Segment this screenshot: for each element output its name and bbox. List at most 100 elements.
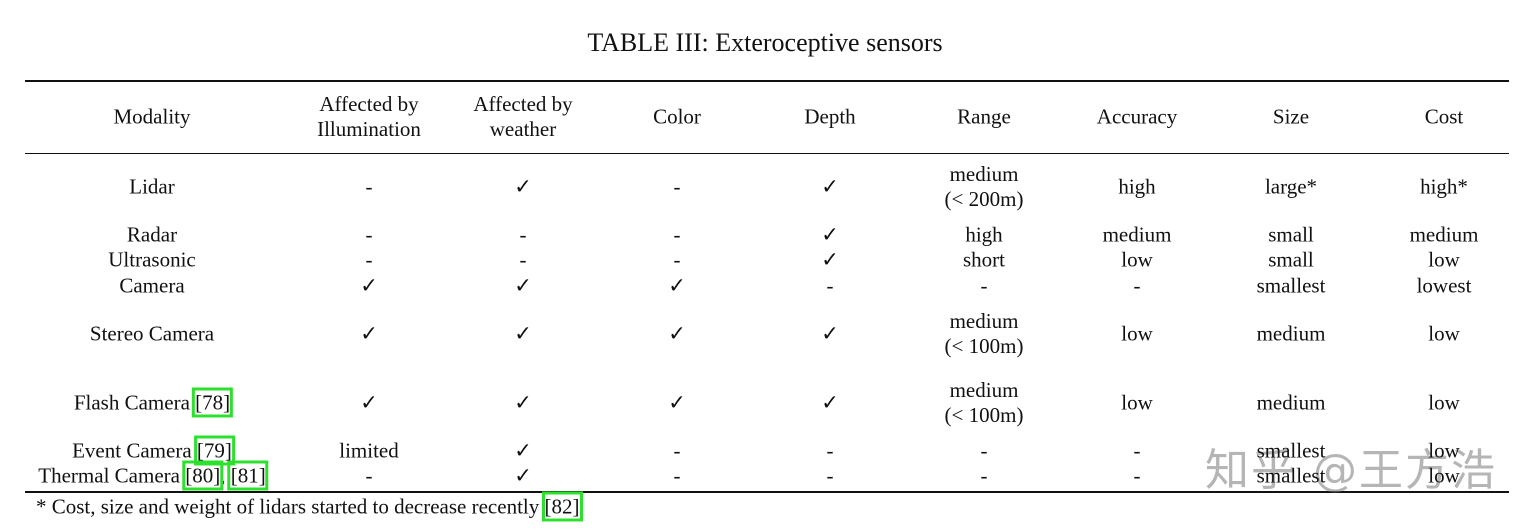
text-segment: Lidar (129, 174, 175, 199)
text-segment: Event Camera (72, 438, 197, 463)
modality-cell: Lidar (129, 175, 174, 200)
cell-line: Affected by (319, 92, 419, 116)
table-cell: - (365, 222, 373, 247)
table-cell: - (673, 222, 681, 247)
table-cell: - (673, 174, 681, 199)
table-cell: - (365, 174, 373, 199)
table-cell: low (1121, 390, 1153, 415)
table-cell: ✓ (514, 463, 532, 488)
table-cell: - (826, 273, 834, 298)
table-cell: low (1121, 247, 1153, 272)
cell-line: Depth (804, 104, 856, 129)
table-cell: - (365, 247, 373, 272)
citation: [80] (182, 460, 224, 491)
column-header: Affected by Illumination (317, 92, 421, 142)
table-cell: low (1121, 321, 1153, 346)
cell-line: Accuracy (1096, 104, 1178, 129)
cell-line: Size (1272, 104, 1310, 129)
table-cell: - (980, 438, 988, 463)
table-cell: - (519, 247, 527, 272)
cell-line: Affected by (473, 92, 573, 116)
table-cell: medium (1256, 321, 1326, 346)
table-cell: short (963, 247, 1005, 272)
table-cell: - (519, 222, 527, 247)
text-segment: Flash Camera (73, 390, 196, 415)
table-cell: low (1428, 463, 1460, 488)
column-header: Accuracy (1097, 105, 1177, 130)
cell-line: (< 200m) (944, 187, 1024, 211)
table-cell: small (1268, 222, 1314, 247)
cell-line: Cost (1424, 104, 1464, 129)
text-segment: * Cost, size and weight of lidars starte… (36, 494, 545, 519)
table-cell: ✓ (821, 222, 839, 247)
table-cell: - (826, 463, 834, 488)
table-cell: - (980, 273, 988, 298)
table-cell: ✓ (514, 273, 532, 298)
cell-line: medium (949, 378, 1019, 402)
table-cell: medium (< 200m) (945, 162, 1024, 212)
table-cell: - (673, 247, 681, 272)
table-cell: - (826, 438, 834, 463)
table-cell: ✓ (821, 174, 839, 199)
text-segment: Thermal Camera (38, 463, 186, 488)
table-cell: low (1428, 438, 1460, 463)
table-cell: high (1118, 174, 1156, 199)
table-cell: - (1133, 438, 1141, 463)
cell-line: medium (949, 162, 1019, 186)
table-cell: ✓ (514, 174, 532, 199)
table-cell: limited (339, 438, 399, 463)
column-header: Affected by weather (473, 92, 572, 142)
modality-cell: Ultrasonic (108, 248, 195, 273)
watermark: 知乎 @王方浩 (1205, 445, 1497, 496)
column-header: Cost (1425, 105, 1464, 130)
table-cell: low (1428, 321, 1460, 346)
column-header: Size (1273, 105, 1309, 130)
table-cell: ✓ (821, 247, 839, 272)
table-cell: smallest (1256, 438, 1326, 463)
table-cell: small (1268, 247, 1314, 272)
cell-line: (< 100m) (944, 334, 1024, 358)
table-cell: - (673, 438, 681, 463)
table-cell: high* (1420, 174, 1468, 199)
table-cell: - (1133, 273, 1141, 298)
table-cell: low (1428, 247, 1460, 272)
table-cell: ✓ (514, 438, 532, 463)
modality-cell: Thermal Camera [80], [81] (38, 460, 269, 491)
table-cell: high (965, 222, 1003, 247)
citation: [78] (192, 387, 234, 418)
table-cell: medium (< 100m) (945, 309, 1024, 359)
table-cell: - (673, 463, 681, 488)
text-segment: , (220, 463, 231, 488)
cell-line: Color (653, 104, 701, 129)
cell-line: (< 100m) (944, 403, 1024, 427)
table-title: TABLE III: Exteroceptive sensors (587, 28, 943, 57)
modality-cell: Radar (127, 223, 177, 248)
top-rule (25, 80, 1509, 82)
bottom-rule (25, 491, 1509, 493)
modality-cell: Stereo Camera (90, 322, 214, 347)
text-segment: Ultrasonic (108, 247, 196, 272)
table-cell: ✓ (821, 321, 839, 346)
column-header: Range (957, 105, 1011, 130)
table-cell: smallest (1256, 463, 1326, 488)
column-header: Modality (114, 105, 191, 130)
table-cell: - (365, 463, 373, 488)
table-cell: ✓ (821, 390, 839, 415)
table-cell: smallest (1256, 273, 1326, 298)
modality-cell: Event Camera [79] (72, 435, 235, 466)
text-segment: Stereo Camera (89, 321, 215, 346)
modality-cell: Flash Camera [78] (73, 387, 234, 418)
table-cell: - (980, 463, 988, 488)
column-header: Color (653, 105, 701, 130)
cell-line: Illumination (317, 117, 421, 141)
cell-line: Range (957, 104, 1011, 129)
table-cell: lowest (1416, 273, 1472, 298)
citation: [81] (227, 460, 269, 491)
table-cell: ✓ (360, 273, 378, 298)
modality-cell: Camera (119, 274, 184, 299)
table-cell: ✓ (668, 390, 686, 415)
table-cell: - (1133, 463, 1141, 488)
footnote: * Cost, size and weight of lidars starte… (36, 491, 583, 522)
cell-line: Modality (113, 104, 191, 129)
